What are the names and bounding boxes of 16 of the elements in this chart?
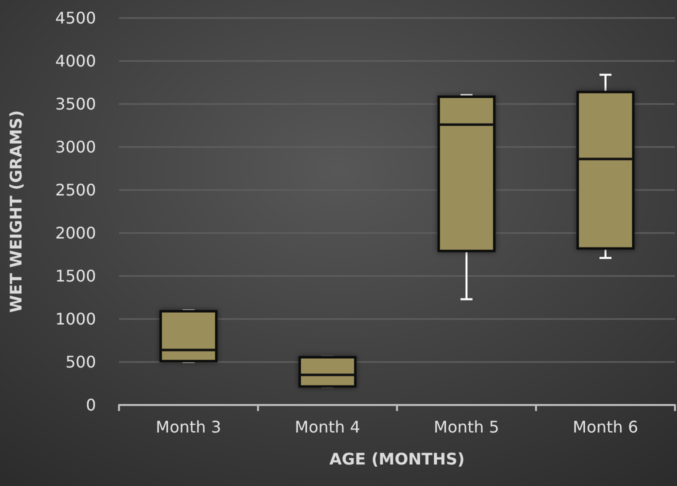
x-tick-label: Month 4: [294, 418, 360, 436]
y-tick-label: 3500: [55, 94, 96, 114]
x-axis-title: AGE (MONTHS): [329, 450, 465, 468]
y-tick-label: 1500: [55, 266, 96, 286]
x-tick-label: Month 3: [156, 418, 222, 436]
y-tick-label: 3000: [55, 138, 96, 156]
x-tick-label: Month 6: [572, 418, 638, 436]
y-tick-label: 500: [65, 352, 96, 372]
x-tick-label: Month 5: [434, 418, 500, 436]
y-axis-title: WET WEIGHT (GRAMS): [6, 110, 26, 313]
y-tick-label: 1000: [55, 310, 96, 328]
y-tick-label: 0: [86, 396, 96, 414]
y-tick-label: 4500: [55, 8, 96, 28]
y-tick-label: 2500: [55, 180, 96, 200]
y-tick-label: 2000: [55, 224, 96, 242]
y-tick-label: 4000: [55, 52, 96, 70]
